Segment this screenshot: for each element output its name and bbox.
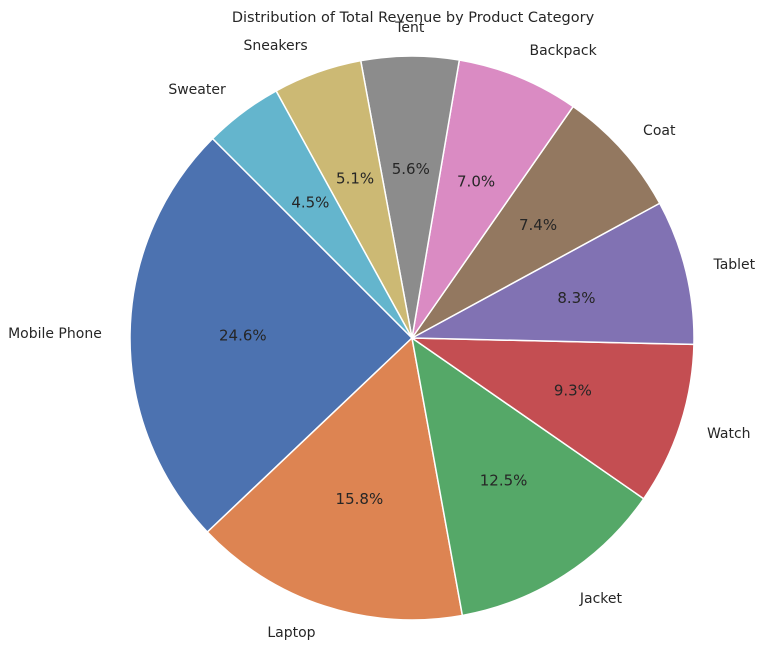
category-label: Tablet [712,257,755,273]
category-label: Sneakers [243,38,307,54]
percent-label: 8.3% [557,289,595,307]
percent-label: 7.4% [519,216,557,234]
pie-slice-mobile-phone [129,137,413,533]
pie-slice-watch [411,337,695,500]
percent-label: 24.6% [219,327,267,345]
percent-label: 9.3% [554,381,592,399]
pie-slice-coat [411,105,661,339]
pie-slice-sweater [211,90,413,339]
pie-slices [129,55,695,621]
percent-label: 5.1% [336,170,374,188]
pie-slice-laptop [206,337,464,621]
pie-slice-tablet [411,202,695,346]
category-label: Mobile Phone [8,326,102,342]
percent-label: 15.8% [336,490,384,508]
percent-label: 5.6% [392,160,430,178]
percent-labels: 24.6% 15.8% 12.5% 9.3% 8.3% 7.4% 7.0% 5.6% 5.1% 4… [219,160,596,508]
percent-label: 12.5% [480,471,528,489]
category-label: Laptop [267,625,315,641]
percent-label: 7.0% [457,172,495,190]
category-label: Tent [394,20,425,36]
category-label: Watch [707,426,751,442]
category-labels: Mobile Phone Laptop Jacket Watch Tablet Coat B… [8,20,756,641]
category-label: Jacket [579,591,623,607]
pie-slice-jacket [411,337,645,617]
category-label: Coat [643,123,676,139]
percent-label: 4.5% [291,194,329,212]
chart-title: Distribution of Total Revenue by Product… [232,10,595,26]
pie-slice-backpack [411,59,574,339]
category-label: Backpack [529,43,597,59]
category-label: Sweater [168,82,226,98]
